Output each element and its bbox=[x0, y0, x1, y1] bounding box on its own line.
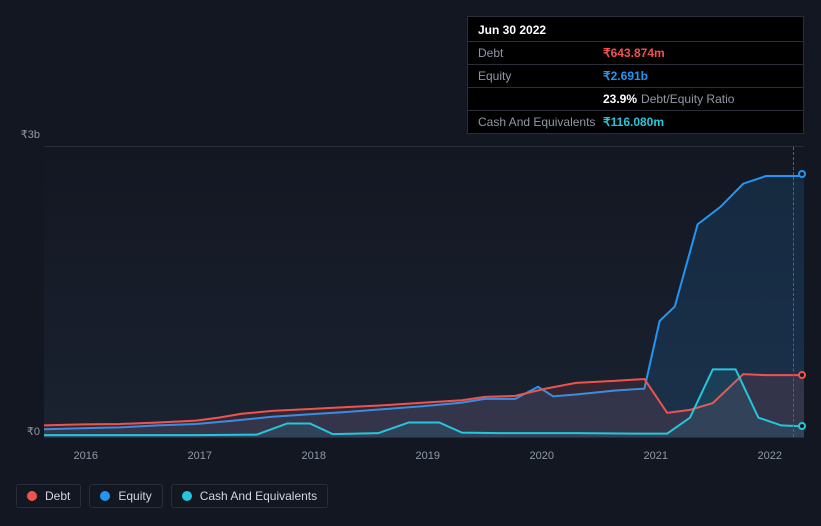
tooltip-label: Cash And Equivalents bbox=[478, 115, 603, 129]
tooltip-label bbox=[478, 92, 603, 106]
tooltip-label: Equity bbox=[478, 69, 603, 83]
legend-dot-icon bbox=[100, 491, 110, 501]
tooltip-value: ₹643.874m bbox=[603, 46, 665, 60]
legend-item-cash[interactable]: Cash And Equivalents bbox=[171, 484, 328, 508]
legend-label: Cash And Equivalents bbox=[200, 489, 317, 503]
chart-hover-line bbox=[793, 147, 794, 437]
tooltip-date: Jun 30 2022 bbox=[468, 17, 803, 41]
legend-label: Debt bbox=[45, 489, 70, 503]
tooltip-value: ₹2.691b bbox=[603, 69, 648, 83]
legend-dot-icon bbox=[27, 491, 37, 501]
tooltip-label: Debt bbox=[478, 46, 603, 60]
tooltip-value: 23.9%Debt/Equity Ratio bbox=[603, 92, 734, 106]
legend-item-debt[interactable]: Debt bbox=[16, 484, 81, 508]
x-axis-label: 2018 bbox=[302, 450, 326, 462]
x-axis-label: 2021 bbox=[644, 450, 668, 462]
x-axis-label: 2020 bbox=[530, 450, 554, 462]
tooltip-row-ratio: 23.9%Debt/Equity Ratio bbox=[468, 87, 803, 110]
legend-item-equity[interactable]: Equity bbox=[89, 484, 162, 508]
series-end-marker-cash bbox=[798, 422, 806, 430]
series-end-marker-debt bbox=[798, 371, 806, 379]
legend-label: Equity bbox=[118, 489, 151, 503]
series-area-equity bbox=[44, 176, 804, 437]
series-end-marker-equity bbox=[798, 170, 806, 178]
tooltip-value: ₹116.080m bbox=[603, 115, 664, 129]
legend-dot-icon bbox=[182, 491, 192, 501]
x-axis-label: 2019 bbox=[416, 450, 440, 462]
tooltip-note: Debt/Equity Ratio bbox=[641, 92, 734, 106]
x-axis-label: 2016 bbox=[74, 450, 98, 462]
y-axis-label: ₹0 bbox=[27, 425, 40, 438]
tooltip-row-debt: Debt₹643.874m bbox=[468, 41, 803, 64]
tooltip-row-equity: Equity₹2.691b bbox=[468, 64, 803, 87]
chart-plot-area[interactable] bbox=[44, 146, 804, 438]
tooltip-row-cash: Cash And Equivalents₹116.080m bbox=[468, 110, 803, 133]
x-axis-label: 2017 bbox=[188, 450, 212, 462]
chart-tooltip: Jun 30 2022 Debt₹643.874mEquity₹2.691b23… bbox=[467, 16, 804, 134]
chart-legend: Debt Equity Cash And Equivalents bbox=[16, 484, 328, 508]
y-axis-label: ₹3b bbox=[21, 128, 40, 141]
x-axis-label: 2022 bbox=[758, 450, 782, 462]
